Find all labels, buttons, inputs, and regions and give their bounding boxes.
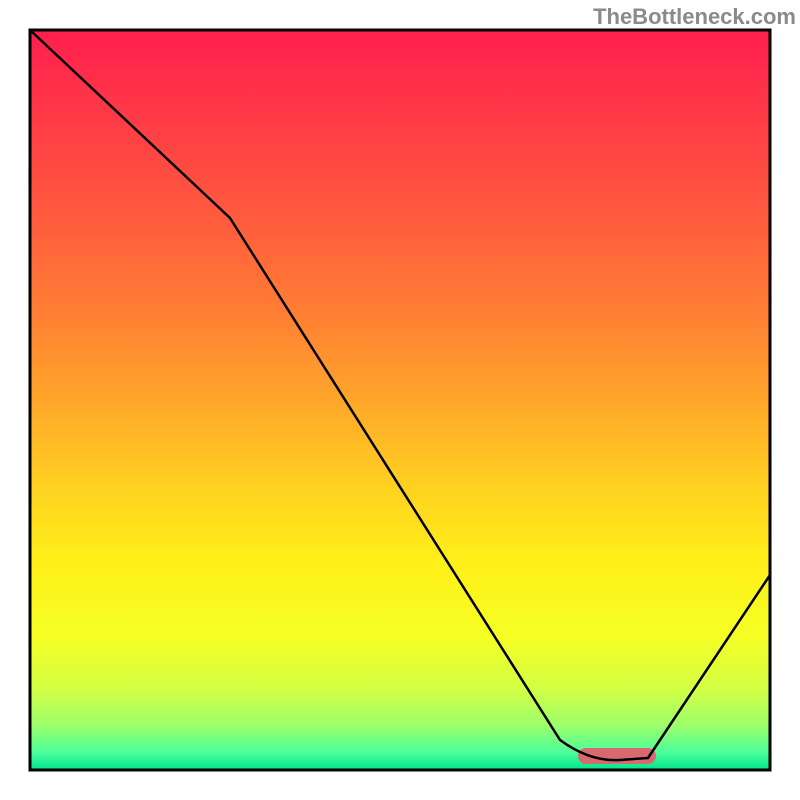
watermark-text: TheBottleneck.com <box>593 4 796 30</box>
plot-background <box>30 30 770 770</box>
bottleneck-chart <box>0 0 800 800</box>
